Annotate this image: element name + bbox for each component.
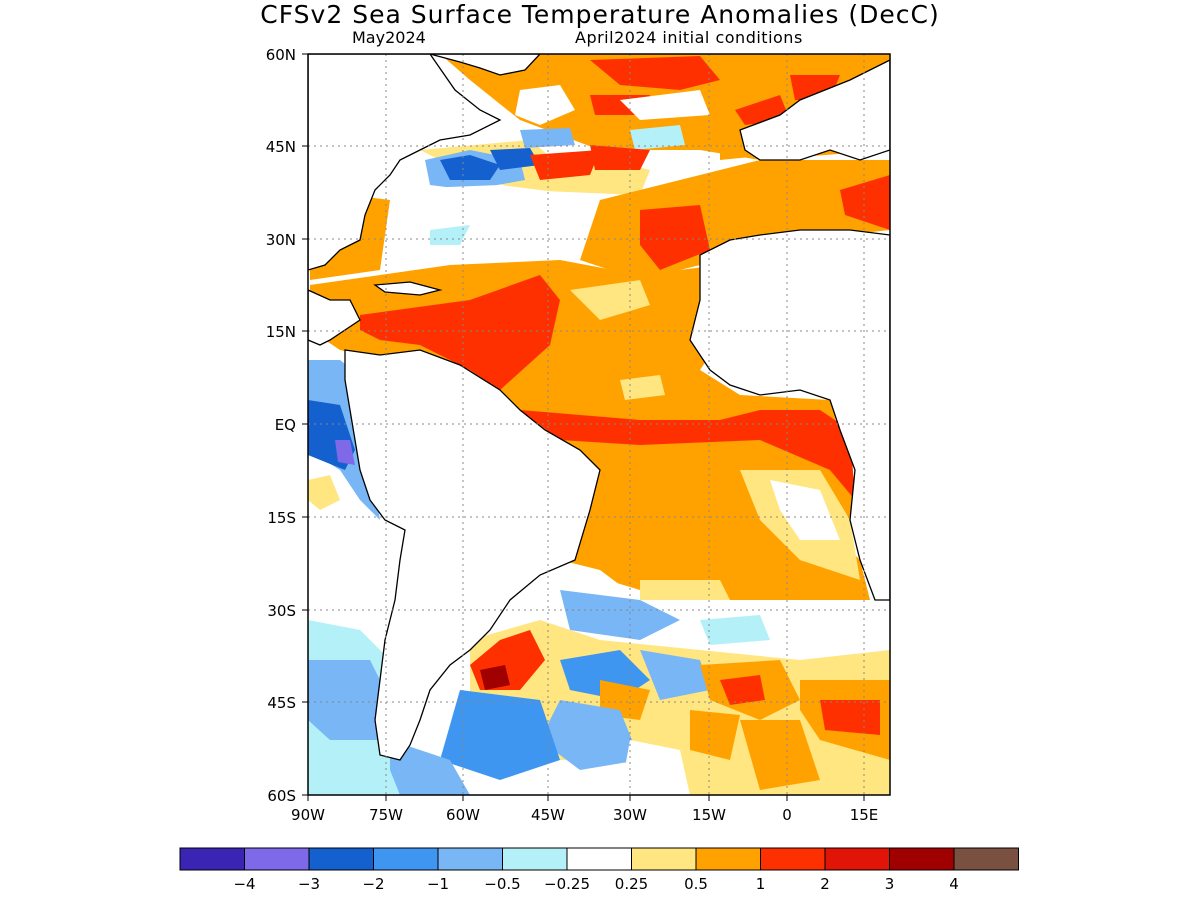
legend-label: −1 bbox=[427, 875, 449, 893]
europe-land bbox=[739, 59, 890, 161]
south-america-land bbox=[344, 349, 601, 761]
legend-swatch bbox=[631, 847, 697, 871]
lat-tick-label: 30S bbox=[267, 602, 296, 620]
lat-tick-label: 60S bbox=[267, 787, 296, 805]
lon-tick-label: 30W bbox=[613, 806, 647, 824]
longitude-tick-marks bbox=[307, 795, 865, 801]
legend-swatch bbox=[953, 847, 1019, 871]
legend-label: −0.25 bbox=[544, 875, 590, 893]
lon-tick-label: 0 bbox=[782, 806, 792, 824]
africa-land bbox=[689, 229, 890, 601]
legend-label: −4 bbox=[233, 875, 255, 893]
grid-lines bbox=[308, 54, 890, 795]
north-america-land bbox=[308, 54, 502, 271]
lat-tick-label: 60N bbox=[266, 46, 296, 64]
lat-tick-label: 30N bbox=[266, 231, 296, 249]
lon-tick-label: 90W bbox=[291, 806, 325, 824]
initial-conditions-label: April2024 initial conditions bbox=[575, 28, 803, 47]
legend-label: 4 bbox=[949, 875, 959, 893]
legend-swatch bbox=[244, 847, 310, 871]
legend-label: 2 bbox=[820, 875, 830, 893]
lat-tick-label: 15S bbox=[267, 509, 296, 527]
legend-swatch bbox=[824, 847, 890, 871]
legend-swatch bbox=[695, 847, 761, 871]
legend-label: −2 bbox=[362, 875, 384, 893]
greenland-land bbox=[429, 54, 541, 76]
lat-tick-label: 15N bbox=[266, 323, 296, 341]
longitude-axis: 90W 75W 60W 45W 30W 15W 0 15E bbox=[291, 806, 878, 824]
legend-swatches bbox=[179, 847, 1019, 871]
lon-tick-label: 15E bbox=[850, 806, 879, 824]
legend-swatch bbox=[760, 847, 826, 871]
legend-swatch bbox=[179, 847, 245, 871]
lat-tick-label: 45S bbox=[267, 694, 296, 712]
cuba-island bbox=[373, 281, 443, 296]
lon-tick-label: 75W bbox=[369, 806, 403, 824]
latitude-axis: 60N 45N 30N 15N EQ 15S 30S 45S 60S bbox=[266, 46, 296, 805]
legend-swatch bbox=[308, 847, 374, 871]
map-title: CFSv2 Sea Surface Temperature Anomalies … bbox=[260, 0, 940, 29]
legend-labels: −4 −3 −2 −1 −0.5 −0.25 0.25 0.5 1 2 3 4 bbox=[233, 875, 958, 893]
legend-swatch bbox=[502, 847, 568, 871]
lon-tick-label: 60W bbox=[446, 806, 480, 824]
legend-label: 0.25 bbox=[615, 875, 648, 893]
lon-tick-label: 15W bbox=[692, 806, 726, 824]
valid-month-label: May2024 bbox=[352, 28, 426, 47]
legend-swatch bbox=[566, 847, 632, 871]
sst-anomaly-map: 60N 45N 30N 15N EQ 15S 30S 45S 60S 90W 7… bbox=[266, 46, 891, 824]
lat-tick-label: EQ bbox=[275, 416, 296, 434]
lat-tick-label: 45N bbox=[266, 138, 296, 156]
legend-label: −3 bbox=[298, 875, 320, 893]
legend-swatch bbox=[889, 847, 955, 871]
latitude-tick-marks bbox=[302, 53, 308, 796]
legend-label: −0.5 bbox=[484, 875, 520, 893]
lon-tick-label: 45W bbox=[531, 806, 565, 824]
legend-label: 0.5 bbox=[684, 875, 708, 893]
legend-swatch bbox=[373, 847, 439, 871]
legend-label: 1 bbox=[756, 875, 766, 893]
legend-label: 3 bbox=[885, 875, 895, 893]
legend-swatch bbox=[437, 847, 503, 871]
